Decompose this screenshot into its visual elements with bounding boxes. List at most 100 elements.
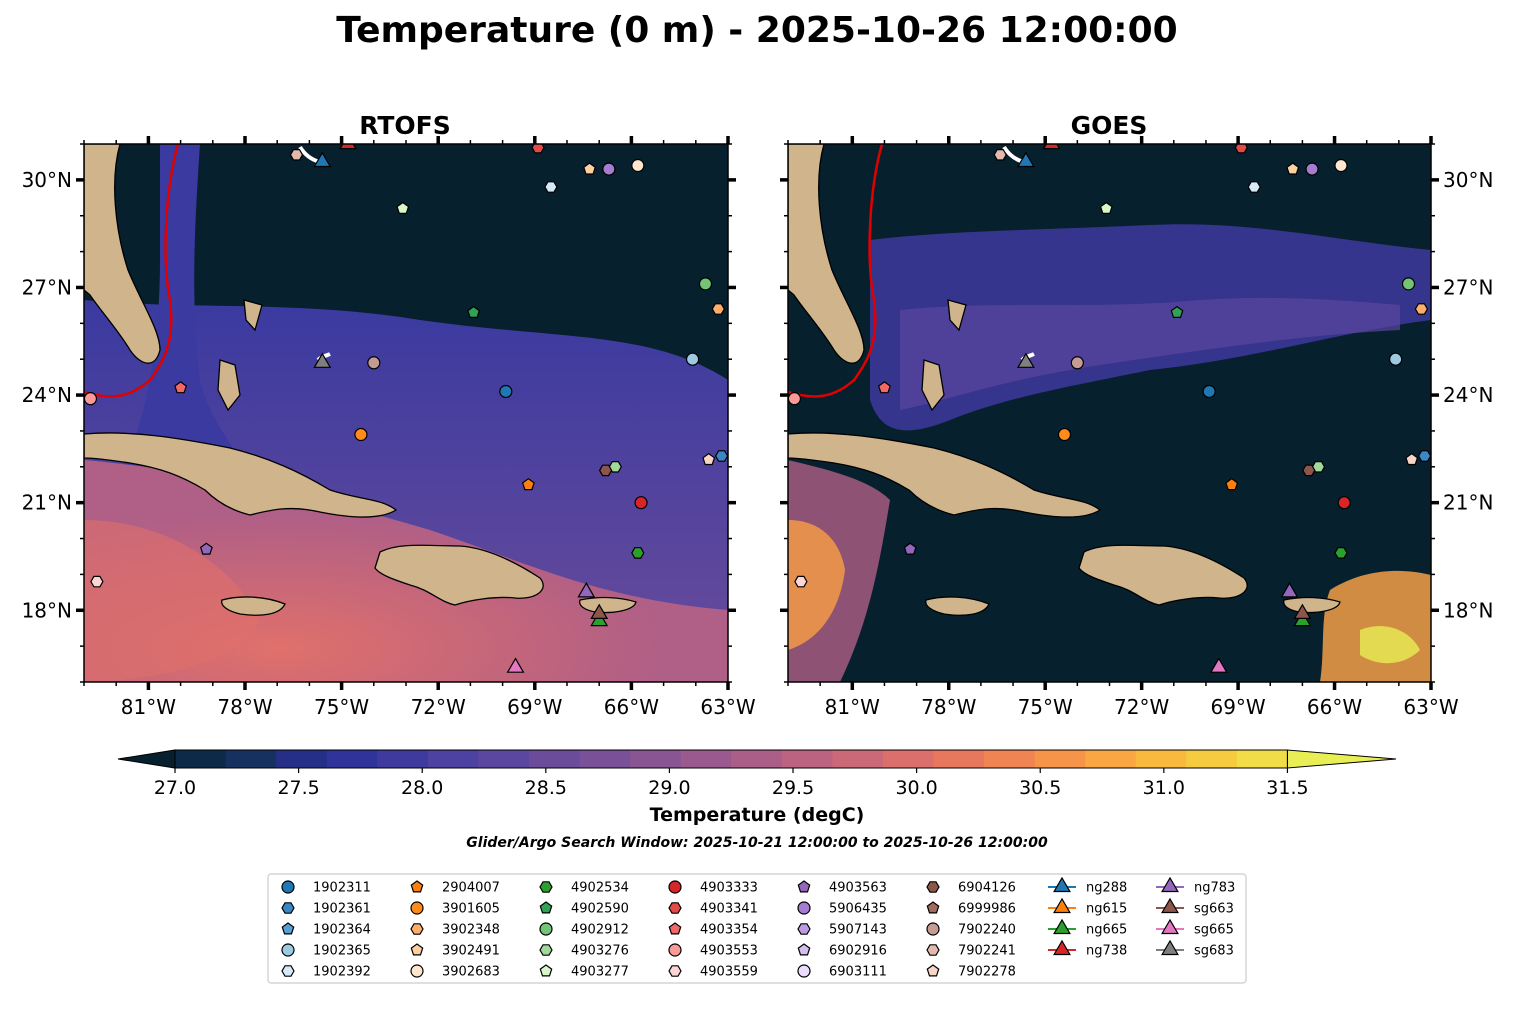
- land-jamaica: [221, 596, 286, 616]
- legend-marker: [926, 901, 940, 914]
- legend-item: ng738: [1048, 939, 1127, 959]
- colorbar-tick-label: 31.0: [1143, 777, 1185, 799]
- colorbar-segment: [528, 750, 581, 768]
- x-tick-label: 81°W: [825, 695, 880, 719]
- colorbar-label: Temperature (degC): [650, 804, 865, 826]
- search-window-caption: Glider/Argo Search Window: 2025-10-21 12…: [466, 835, 1048, 851]
- legend: 1902311 1902361 1902364 1902365 1902392 29040…: [281, 876, 1235, 980]
- marker-1902392: [544, 181, 558, 193]
- marker-4903553: [788, 392, 802, 406]
- rtofs-front-line: [84, 144, 180, 398]
- legend-marker: [1053, 897, 1071, 914]
- legend-item: 5906435: [797, 901, 887, 917]
- legend-item: 3902348: [410, 923, 500, 938]
- legend-label: sg665: [1194, 923, 1234, 938]
- marker-sg665: [1209, 657, 1228, 673]
- legend-label: 2904007: [442, 881, 500, 896]
- legend-item: 4903333: [668, 880, 758, 896]
- legend-label: 6999986: [958, 902, 1016, 917]
- y-tick-label: 24°N: [1443, 383, 1493, 407]
- legend-item: ng288: [1048, 876, 1127, 896]
- panel-title-rtofs: RTOFS: [359, 111, 451, 140]
- marker-3902491: [1286, 162, 1300, 175]
- marker-1902311: [499, 384, 513, 399]
- legend-marker: [1053, 918, 1071, 935]
- marker-4903563: [903, 542, 917, 555]
- marker-sg683: [313, 352, 332, 368]
- legend-marker: [539, 944, 553, 956]
- marker-3901605: [354, 427, 368, 442]
- marker-3902683: [631, 158, 645, 173]
- goes-markers: [788, 144, 1431, 673]
- legend-marker: [1053, 939, 1071, 956]
- colorbar-segment: [1186, 750, 1238, 768]
- legend-label: sg663: [1194, 902, 1234, 917]
- y-tick-label: 30°N: [1443, 168, 1493, 192]
- rtofs-warm-core: [84, 520, 260, 682]
- legend-item: 2904007: [410, 880, 500, 896]
- panel-title-goes: GOES: [1071, 111, 1148, 140]
- x-tick-label: 78°W: [921, 695, 976, 719]
- marker-7902240: [367, 356, 381, 370]
- marker-7902278: [702, 452, 716, 466]
- legend-marker: [539, 964, 553, 977]
- legend-label: ng288: [1086, 881, 1127, 896]
- legend-marker: [797, 923, 811, 935]
- legend-marker: [797, 943, 811, 956]
- legend-marker: [539, 901, 553, 914]
- land-abaco: [243, 299, 263, 332]
- legend-item: sg665: [1156, 918, 1234, 938]
- legend-label: 4902590: [571, 902, 629, 917]
- legend-marker: [926, 881, 940, 893]
- marker-5906435: [602, 162, 616, 176]
- legend-item: 6999986: [926, 901, 1016, 917]
- colorbar-tick-label: 31.5: [1266, 777, 1308, 799]
- legend-marker: [281, 880, 295, 894]
- marker-ng288: [1016, 151, 1035, 168]
- legend-item: 4902590: [539, 901, 629, 917]
- legend-marker: [539, 881, 553, 893]
- legend-marker: [410, 923, 424, 935]
- marker-3901605: [1057, 427, 1072, 442]
- marker-4903333: [1337, 496, 1351, 510]
- legend-marker: [1161, 939, 1179, 956]
- legend-marker: [668, 922, 682, 935]
- land-abaco: [947, 299, 967, 332]
- goes-cool-patches-2: [900, 297, 1400, 410]
- marker-6904126: [598, 464, 613, 477]
- marker-sg683: [1016, 352, 1035, 368]
- x-tick-label: 72°W: [1114, 695, 1169, 719]
- land-puerto-rico: [1283, 596, 1341, 614]
- legend-marker: [1161, 876, 1179, 893]
- legend-label: sg683: [1194, 944, 1234, 959]
- legend-marker: [1161, 918, 1179, 935]
- legend-item: 5907143: [797, 923, 887, 938]
- legend-label: 4902912: [571, 923, 629, 938]
- marker-4903354: [877, 381, 891, 394]
- goes-hot-east-yellow: [1360, 626, 1420, 664]
- marker-2904007: [521, 477, 535, 491]
- land-puerto-rico: [579, 596, 637, 614]
- legend-label: 4902534: [571, 881, 629, 896]
- legend-marker: [668, 902, 682, 914]
- x-tick-label: 63°W: [700, 695, 755, 719]
- marker-7902240: [1070, 356, 1084, 370]
- y-tick-label: 24°N: [22, 383, 72, 407]
- marker-3902491: [583, 162, 596, 175]
- legend-label: ng738: [1086, 944, 1127, 959]
- marker-6904126: [1302, 464, 1316, 477]
- goes-axes: 81°W 78°W 75°W 72°W 69°W 66°W 63°W 18°N 21°N 24°N…: [780, 136, 1493, 719]
- legend-item: 4903276: [539, 944, 629, 959]
- colorbar-segment: [175, 750, 227, 768]
- y-tick-label: 27°N: [1443, 275, 1493, 299]
- legend-marker: [410, 943, 424, 956]
- colorbar-segment: [1236, 750, 1288, 768]
- legend-label: 7902278: [958, 965, 1016, 980]
- legend-item: 4903563: [797, 880, 887, 896]
- legend-marker: [797, 901, 811, 915]
- land-cuba: [84, 432, 398, 518]
- colorbar-segment: [933, 750, 985, 768]
- y-tick-label: 18°N: [22, 598, 72, 622]
- legend-item: 3902491: [410, 943, 500, 959]
- legend-item: 1902365: [281, 943, 371, 959]
